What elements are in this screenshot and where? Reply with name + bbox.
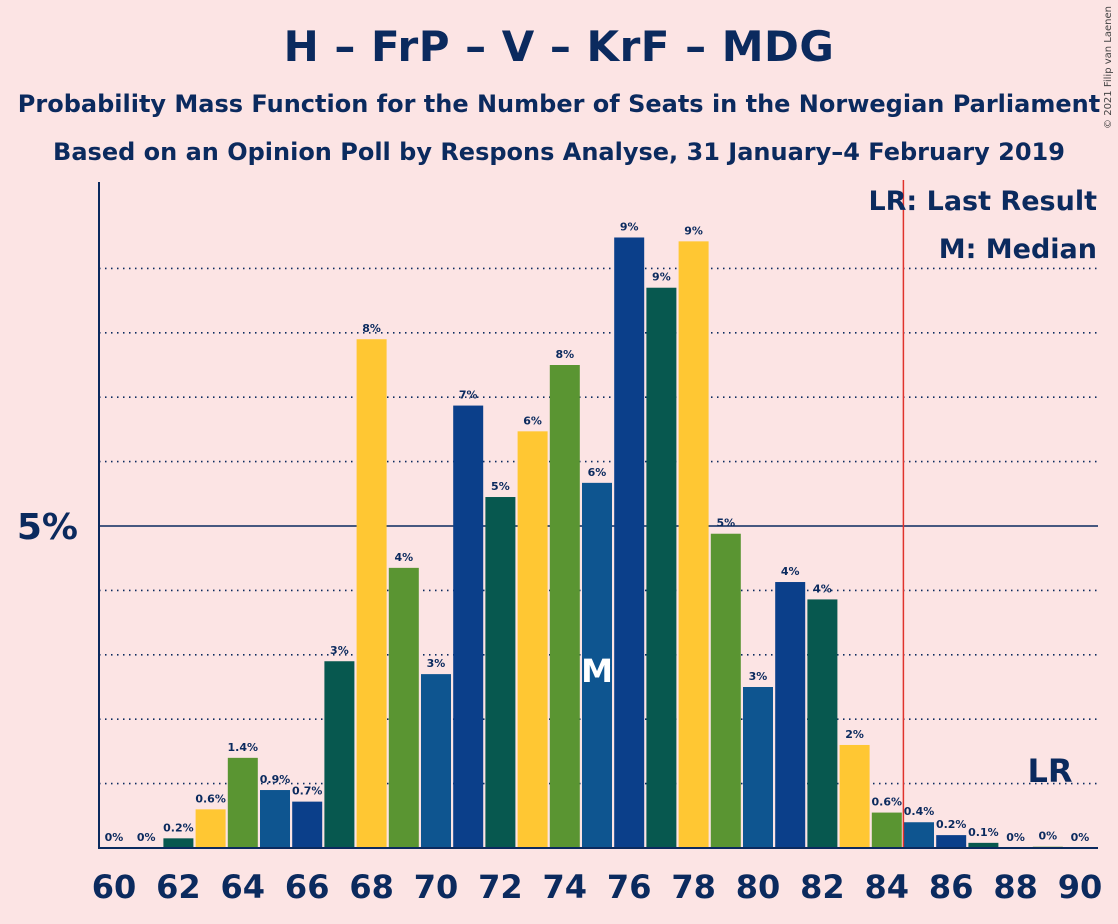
bar-76 xyxy=(614,237,645,848)
data-label-87: 0.1% xyxy=(968,826,999,839)
bar-72 xyxy=(485,497,516,848)
data-label-83: 2% xyxy=(845,728,864,741)
bar-71 xyxy=(453,405,484,848)
bar-86 xyxy=(936,835,967,848)
data-label-82: 4% xyxy=(813,582,832,595)
legend-median: M: Median xyxy=(939,234,1097,265)
data-label-68: 8% xyxy=(362,322,381,335)
data-label-80: 3% xyxy=(749,670,768,683)
bar-68 xyxy=(356,339,387,848)
x-tick-86: 86 xyxy=(929,868,974,906)
chart-title: H – FrP – V – KrF – MDG xyxy=(283,22,835,71)
data-label-86: 0.2% xyxy=(936,818,967,831)
bar-77 xyxy=(646,287,677,849)
bar-69 xyxy=(388,567,419,848)
x-tick-82: 82 xyxy=(800,868,845,906)
data-label-90: 0% xyxy=(1071,831,1090,844)
bar-64 xyxy=(227,757,258,848)
median-marker: M xyxy=(581,652,613,690)
bar-78 xyxy=(678,241,709,849)
bar-82 xyxy=(807,599,838,848)
x-tick-76: 76 xyxy=(607,868,652,906)
x-tick-90: 90 xyxy=(1058,868,1103,906)
bar-79 xyxy=(710,533,741,848)
bar-70 xyxy=(421,674,451,848)
data-label-73: 6% xyxy=(523,414,542,427)
chart-subtitle: Probability Mass Function for the Number… xyxy=(17,90,1101,118)
x-tick-74: 74 xyxy=(543,868,588,906)
bar-67 xyxy=(324,661,355,848)
x-tick-60: 60 xyxy=(92,868,137,906)
data-label-76: 9% xyxy=(620,220,639,233)
data-label-77: 9% xyxy=(652,271,671,284)
data-label-67: 3% xyxy=(330,644,349,657)
data-label-63: 0.6% xyxy=(195,792,226,805)
data-label-88: 0% xyxy=(1006,831,1025,844)
x-tick-62: 62 xyxy=(156,868,201,906)
bar-62 xyxy=(163,838,194,848)
bar-87 xyxy=(968,842,999,848)
data-label-71: 7% xyxy=(459,389,478,402)
bar-66 xyxy=(292,801,323,848)
x-tick-78: 78 xyxy=(671,868,716,906)
data-label-69: 4% xyxy=(394,551,413,564)
data-label-74: 8% xyxy=(555,348,574,361)
x-tick-84: 84 xyxy=(865,868,910,906)
bar-75 xyxy=(582,482,612,848)
x-tick-72: 72 xyxy=(478,868,523,906)
data-label-85: 0.4% xyxy=(904,805,935,818)
data-label-89: 0% xyxy=(1038,830,1057,843)
data-label-62: 0.2% xyxy=(163,821,194,834)
data-label-70: 3% xyxy=(427,657,446,670)
data-label-75: 6% xyxy=(588,466,607,479)
bar-80 xyxy=(743,687,773,848)
legend-last-result: LR: Last Result xyxy=(868,186,1097,217)
bar-81 xyxy=(775,582,806,848)
x-tick-80: 80 xyxy=(736,868,781,906)
x-tick-88: 88 xyxy=(993,868,1038,906)
chart-subtitle-poll: Based on an Opinion Poll by Respons Anal… xyxy=(53,138,1065,166)
y-tick-label: 5% xyxy=(17,507,78,548)
x-tick-66: 66 xyxy=(285,868,330,906)
bar-65 xyxy=(260,790,290,848)
data-label-84: 0.6% xyxy=(872,796,903,809)
last-result-marker: LR xyxy=(1027,752,1072,790)
data-label-66: 0.7% xyxy=(292,785,323,798)
bar-63 xyxy=(195,809,226,848)
x-tick-68: 68 xyxy=(349,868,394,906)
data-label-65: 0.9% xyxy=(260,773,291,786)
x-tick-70: 70 xyxy=(414,868,459,906)
data-label-79: 5% xyxy=(716,517,735,530)
data-label-81: 4% xyxy=(781,565,800,578)
bar-85 xyxy=(904,822,934,848)
data-label-72: 5% xyxy=(491,480,510,493)
bar-83 xyxy=(839,744,870,848)
data-label-61: 0% xyxy=(137,831,156,844)
data-label-64: 1.4% xyxy=(228,741,259,754)
data-label-78: 9% xyxy=(684,224,703,237)
bar-74 xyxy=(549,365,580,848)
bar-73 xyxy=(517,431,548,848)
data-label-60: 0% xyxy=(105,831,124,844)
bar-84 xyxy=(871,812,902,848)
x-tick-64: 64 xyxy=(221,868,266,906)
